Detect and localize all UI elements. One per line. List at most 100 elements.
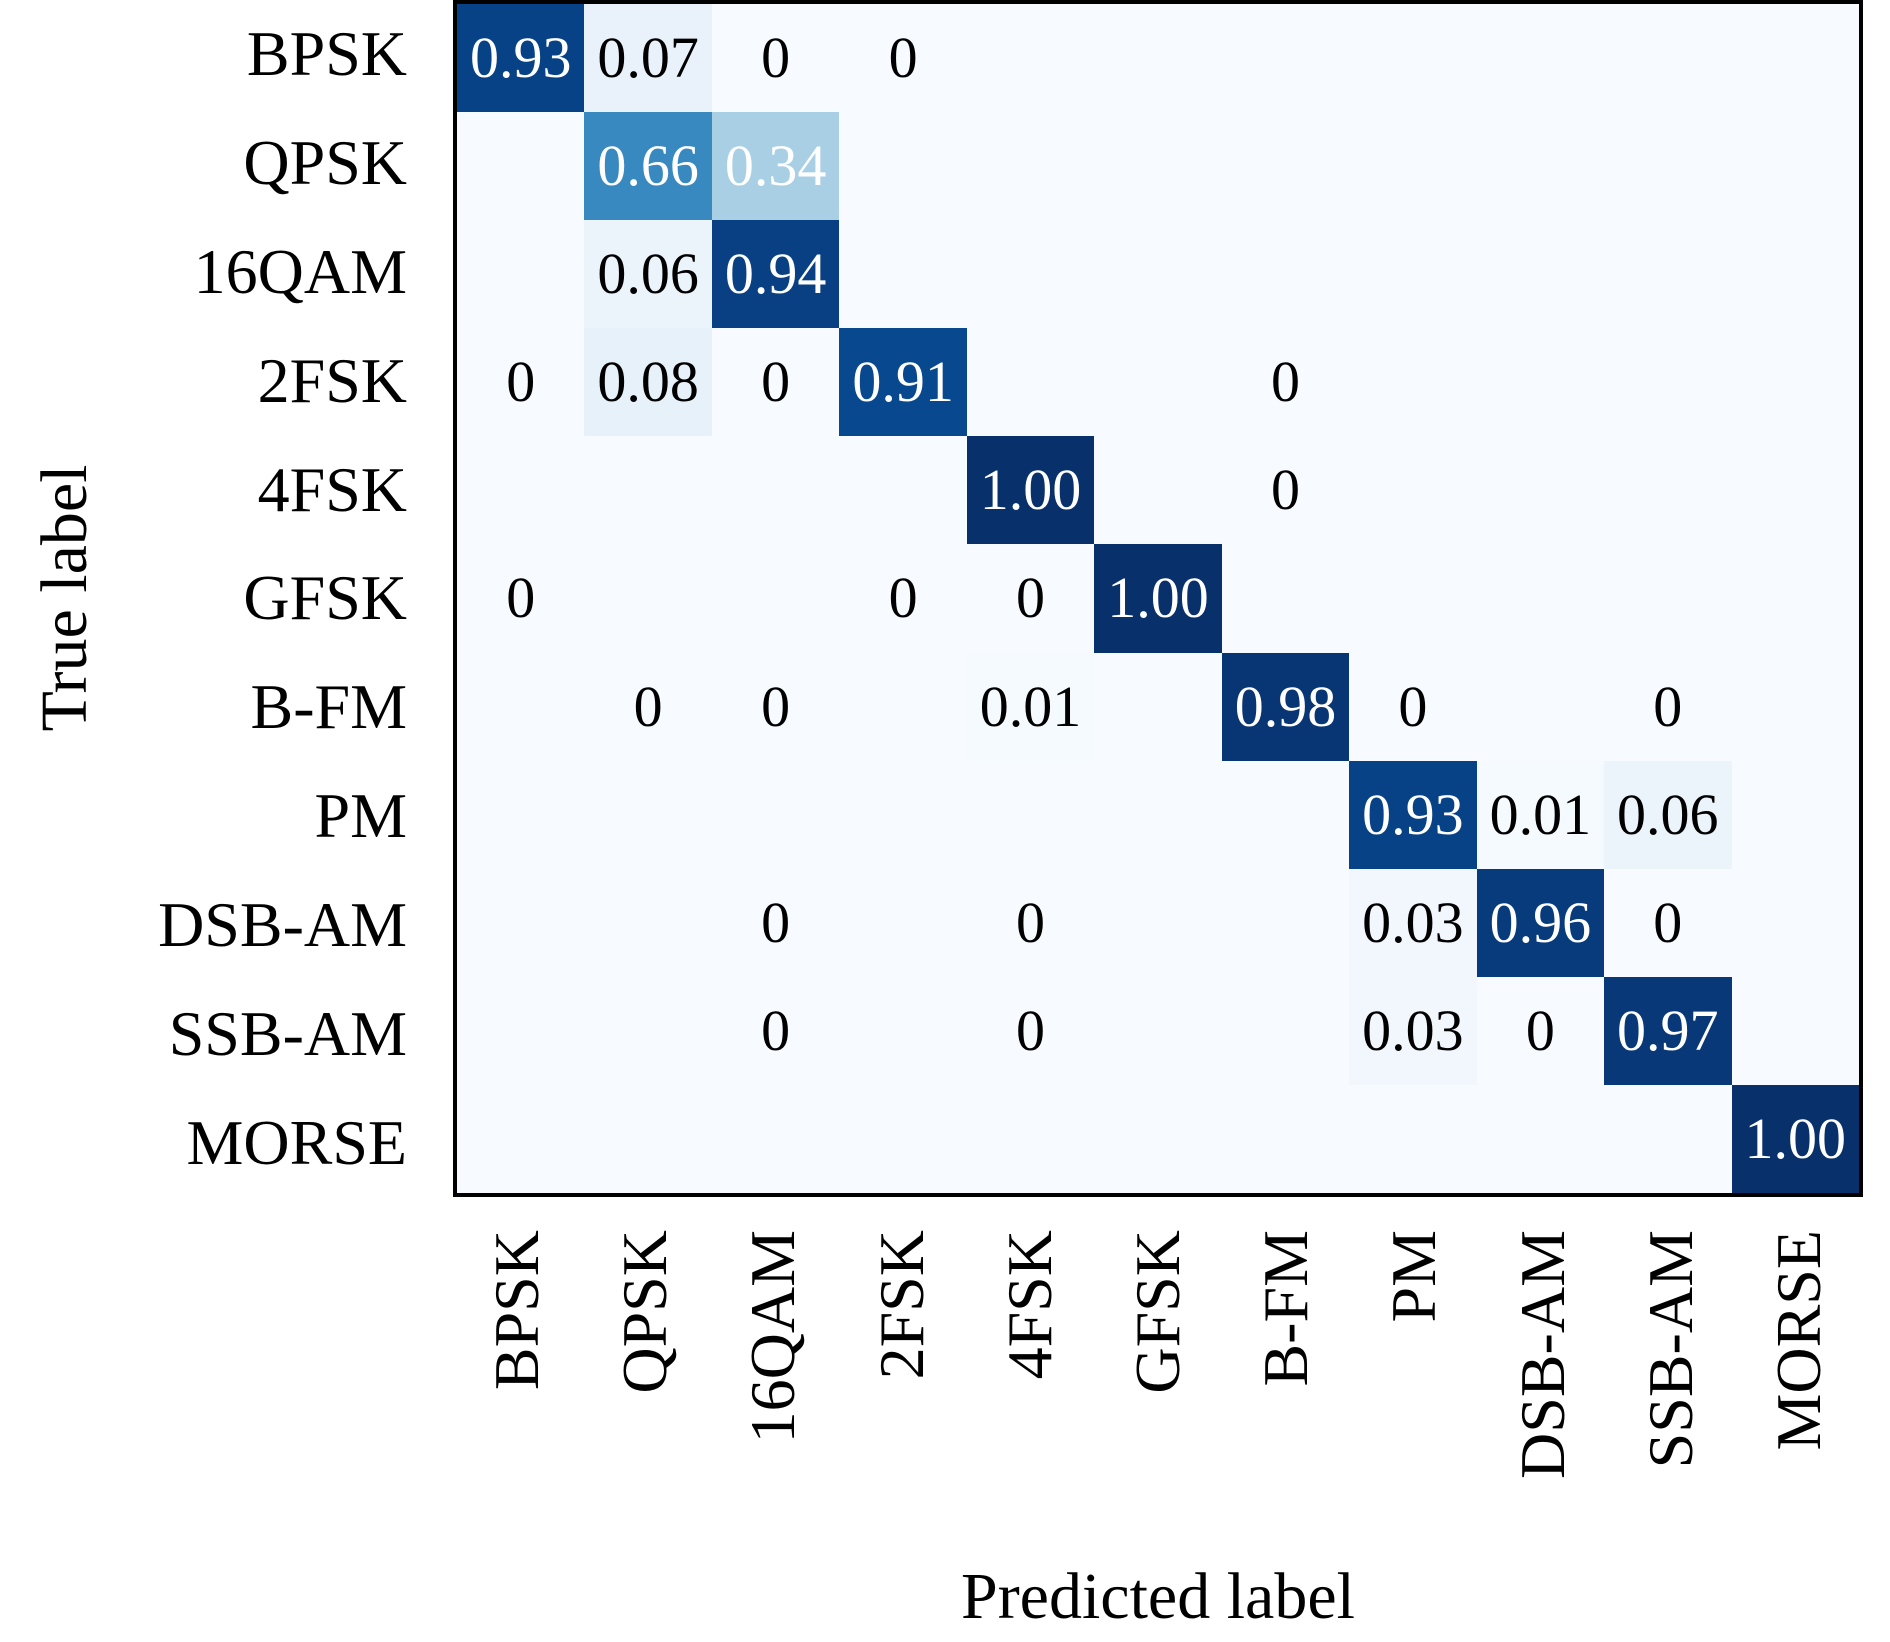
matrix-cell-SSB-AM-B-FM <box>1221 976 1350 1085</box>
matrix-cell-DSB-AM-4FSK: 0 <box>966 868 1095 977</box>
matrix-cell-SSB-AM-DSB-AM: 0 <box>1476 976 1605 1085</box>
matrix-cell-2FSK-4FSK <box>966 328 1095 437</box>
y-tick-label-BPSK: BPSK <box>246 18 407 90</box>
matrix-cell-GFSK-16QAM <box>711 544 840 653</box>
matrix-cell-MORSE-SSB-AM <box>1604 1084 1732 1193</box>
matrix-cell-MORSE-B-FM <box>1221 1084 1350 1193</box>
matrix-cell-4FSK-SSB-AM <box>1604 436 1732 545</box>
matrix-cell-SSB-AM-PM: 0.03 <box>1349 976 1477 1085</box>
matrix-cell-16QAM-BPSK <box>457 220 585 329</box>
matrix-cell-PM-B-FM <box>1221 760 1350 869</box>
matrix-cell-QPSK-4FSK <box>966 112 1095 221</box>
matrix-cell-SSB-AM-4FSK: 0 <box>966 976 1095 1085</box>
matrix-cell-PM-DSB-AM: 0.01 <box>1476 760 1605 869</box>
matrix-cell-16QAM-PM <box>1349 220 1477 329</box>
matrix-cell-4FSK-DSB-AM <box>1476 436 1605 545</box>
x-tick-label-B-FM: B-FM <box>1250 1230 1322 1387</box>
matrix-cell-2FSK-16QAM: 0 <box>711 328 840 437</box>
matrix-cell-DSB-AM-SSB-AM: 0 <box>1604 868 1732 977</box>
matrix-cell-2FSK-BPSK: 0 <box>457 328 585 437</box>
matrix-cell-BPSK-2FSK: 0 <box>839 4 967 113</box>
matrix-cell-BPSK-4FSK <box>966 4 1095 113</box>
y-tick-labels: BPSK QPSK 16QAM 2FSK 4FSK GFSK B-FM PM DSB-AM SSB… <box>0 0 407 1197</box>
matrix-cell-B-FM-MORSE <box>1731 652 1859 761</box>
x-tick-label-GFSK: GFSK <box>1121 1230 1193 1394</box>
matrix-cell-2FSK-GFSK <box>1094 328 1222 437</box>
matrix-cell-GFSK-SSB-AM <box>1604 544 1732 653</box>
matrix-cell-QPSK-16QAM: 0.34 <box>711 112 840 221</box>
matrix-cell-QPSK-B-FM <box>1221 112 1350 221</box>
matrix-cell-PM-16QAM <box>711 760 840 869</box>
matrix-cell-16QAM-GFSK <box>1094 220 1222 329</box>
matrix-cell-B-FM-PM: 0 <box>1349 652 1477 761</box>
matrix-cell-16QAM-B-FM <box>1221 220 1350 329</box>
matrix-cell-PM-GFSK <box>1094 760 1222 869</box>
matrix-cell-BPSK-MORSE <box>1731 4 1859 113</box>
y-tick-label-SSB-AM: SSB-AM <box>168 997 407 1069</box>
matrix-cell-2FSK-QPSK: 0.08 <box>584 328 712 437</box>
matrix-cell-MORSE-BPSK <box>457 1084 585 1193</box>
matrix-cell-PM-QPSK <box>584 760 712 869</box>
matrix-cell-16QAM-2FSK <box>839 220 967 329</box>
matrix-cell-MORSE-QPSK <box>584 1084 712 1193</box>
matrix-cell-2FSK-DSB-AM <box>1476 328 1605 437</box>
matrix-cell-GFSK-MORSE <box>1731 544 1859 653</box>
matrix-cell-4FSK-PM <box>1349 436 1477 545</box>
matrix-cell-QPSK-GFSK <box>1094 112 1222 221</box>
matrix-cell-4FSK-2FSK <box>839 436 967 545</box>
matrix-cell-16QAM-16QAM: 0.94 <box>711 220 840 329</box>
matrix-cell-GFSK-2FSK: 0 <box>839 544 967 653</box>
matrix-cell-MORSE-MORSE: 1.00 <box>1731 1084 1859 1193</box>
y-tick-label-B-FM: B-FM <box>250 671 408 743</box>
matrix-cell-PM-PM: 0.93 <box>1349 760 1477 869</box>
matrix-cell-16QAM-MORSE <box>1731 220 1859 329</box>
x-tick-label-DSB-AM: DSB-AM <box>1506 1230 1578 1479</box>
x-tick-label-BPSK: BPSK <box>481 1230 553 1391</box>
matrix-cell-16QAM-DSB-AM <box>1476 220 1605 329</box>
matrix-cell-QPSK-QPSK: 0.66 <box>584 112 712 221</box>
matrix-cell-16QAM-4FSK <box>966 220 1095 329</box>
matrix-cell-DSB-AM-PM: 0.03 <box>1349 868 1477 977</box>
matrix-cell-PM-4FSK <box>966 760 1095 869</box>
x-tick-label-SSB-AM: SSB-AM <box>1634 1230 1706 1469</box>
matrix-cell-MORSE-4FSK <box>966 1084 1095 1193</box>
matrix-cell-2FSK-2FSK: 0.91 <box>839 328 967 437</box>
matrix-cell-MORSE-2FSK <box>839 1084 967 1193</box>
matrix-cell-QPSK-MORSE <box>1731 112 1859 221</box>
y-tick-label-2FSK: 2FSK <box>257 344 407 416</box>
matrix-cell-DSB-AM-BPSK <box>457 868 585 977</box>
matrix-cell-2FSK-B-FM: 0 <box>1221 328 1350 437</box>
matrix-cell-GFSK-BPSK: 0 <box>457 544 585 653</box>
matrix-cell-PM-SSB-AM: 0.06 <box>1604 760 1732 869</box>
matrix-cell-4FSK-GFSK <box>1094 436 1222 545</box>
matrix-cell-GFSK-B-FM <box>1221 544 1350 653</box>
matrix-cell-SSB-AM-2FSK <box>839 976 967 1085</box>
matrix-cell-MORSE-DSB-AM <box>1476 1084 1605 1193</box>
matrix-cell-B-FM-16QAM: 0 <box>711 652 840 761</box>
y-tick-label-MORSE: MORSE <box>186 1106 408 1178</box>
matrix-cell-4FSK-B-FM: 0 <box>1221 436 1350 545</box>
matrix-cell-MORSE-PM <box>1349 1084 1477 1193</box>
matrix-cell-BPSK-BPSK: 0.93 <box>457 4 585 113</box>
x-axis-title: Predicted label <box>960 1560 1355 1633</box>
matrix-cell-BPSK-16QAM: 0 <box>711 4 840 113</box>
matrix-cell-4FSK-QPSK <box>584 436 712 545</box>
matrix-cell-BPSK-SSB-AM <box>1604 4 1732 113</box>
matrix-cell-2FSK-PM <box>1349 328 1477 437</box>
matrix-cell-GFSK-GFSK: 1.00 <box>1094 544 1222 653</box>
y-tick-label-4FSK: 4FSK <box>257 453 407 525</box>
matrix-cell-DSB-AM-MORSE <box>1731 868 1859 977</box>
y-tick-label-GFSK: GFSK <box>243 562 407 634</box>
matrix-cell-MORSE-GFSK <box>1094 1084 1222 1193</box>
matrix-cell-QPSK-SSB-AM <box>1604 112 1732 221</box>
matrix-cell-4FSK-16QAM <box>711 436 840 545</box>
matrix-cell-QPSK-DSB-AM <box>1476 112 1605 221</box>
matrix-cell-B-FM-B-FM: 0.98 <box>1221 652 1350 761</box>
matrix-cell-B-FM-QPSK: 0 <box>584 652 712 761</box>
matrix-cell-GFSK-DSB-AM <box>1476 544 1605 653</box>
matrix-cell-DSB-AM-B-FM <box>1221 868 1350 977</box>
matrix-cell-SSB-AM-SSB-AM: 0.97 <box>1604 976 1732 1085</box>
matrix-cell-DSB-AM-2FSK <box>839 868 967 977</box>
matrix-cell-B-FM-GFSK <box>1094 652 1222 761</box>
matrix-cell-2FSK-MORSE <box>1731 328 1859 437</box>
